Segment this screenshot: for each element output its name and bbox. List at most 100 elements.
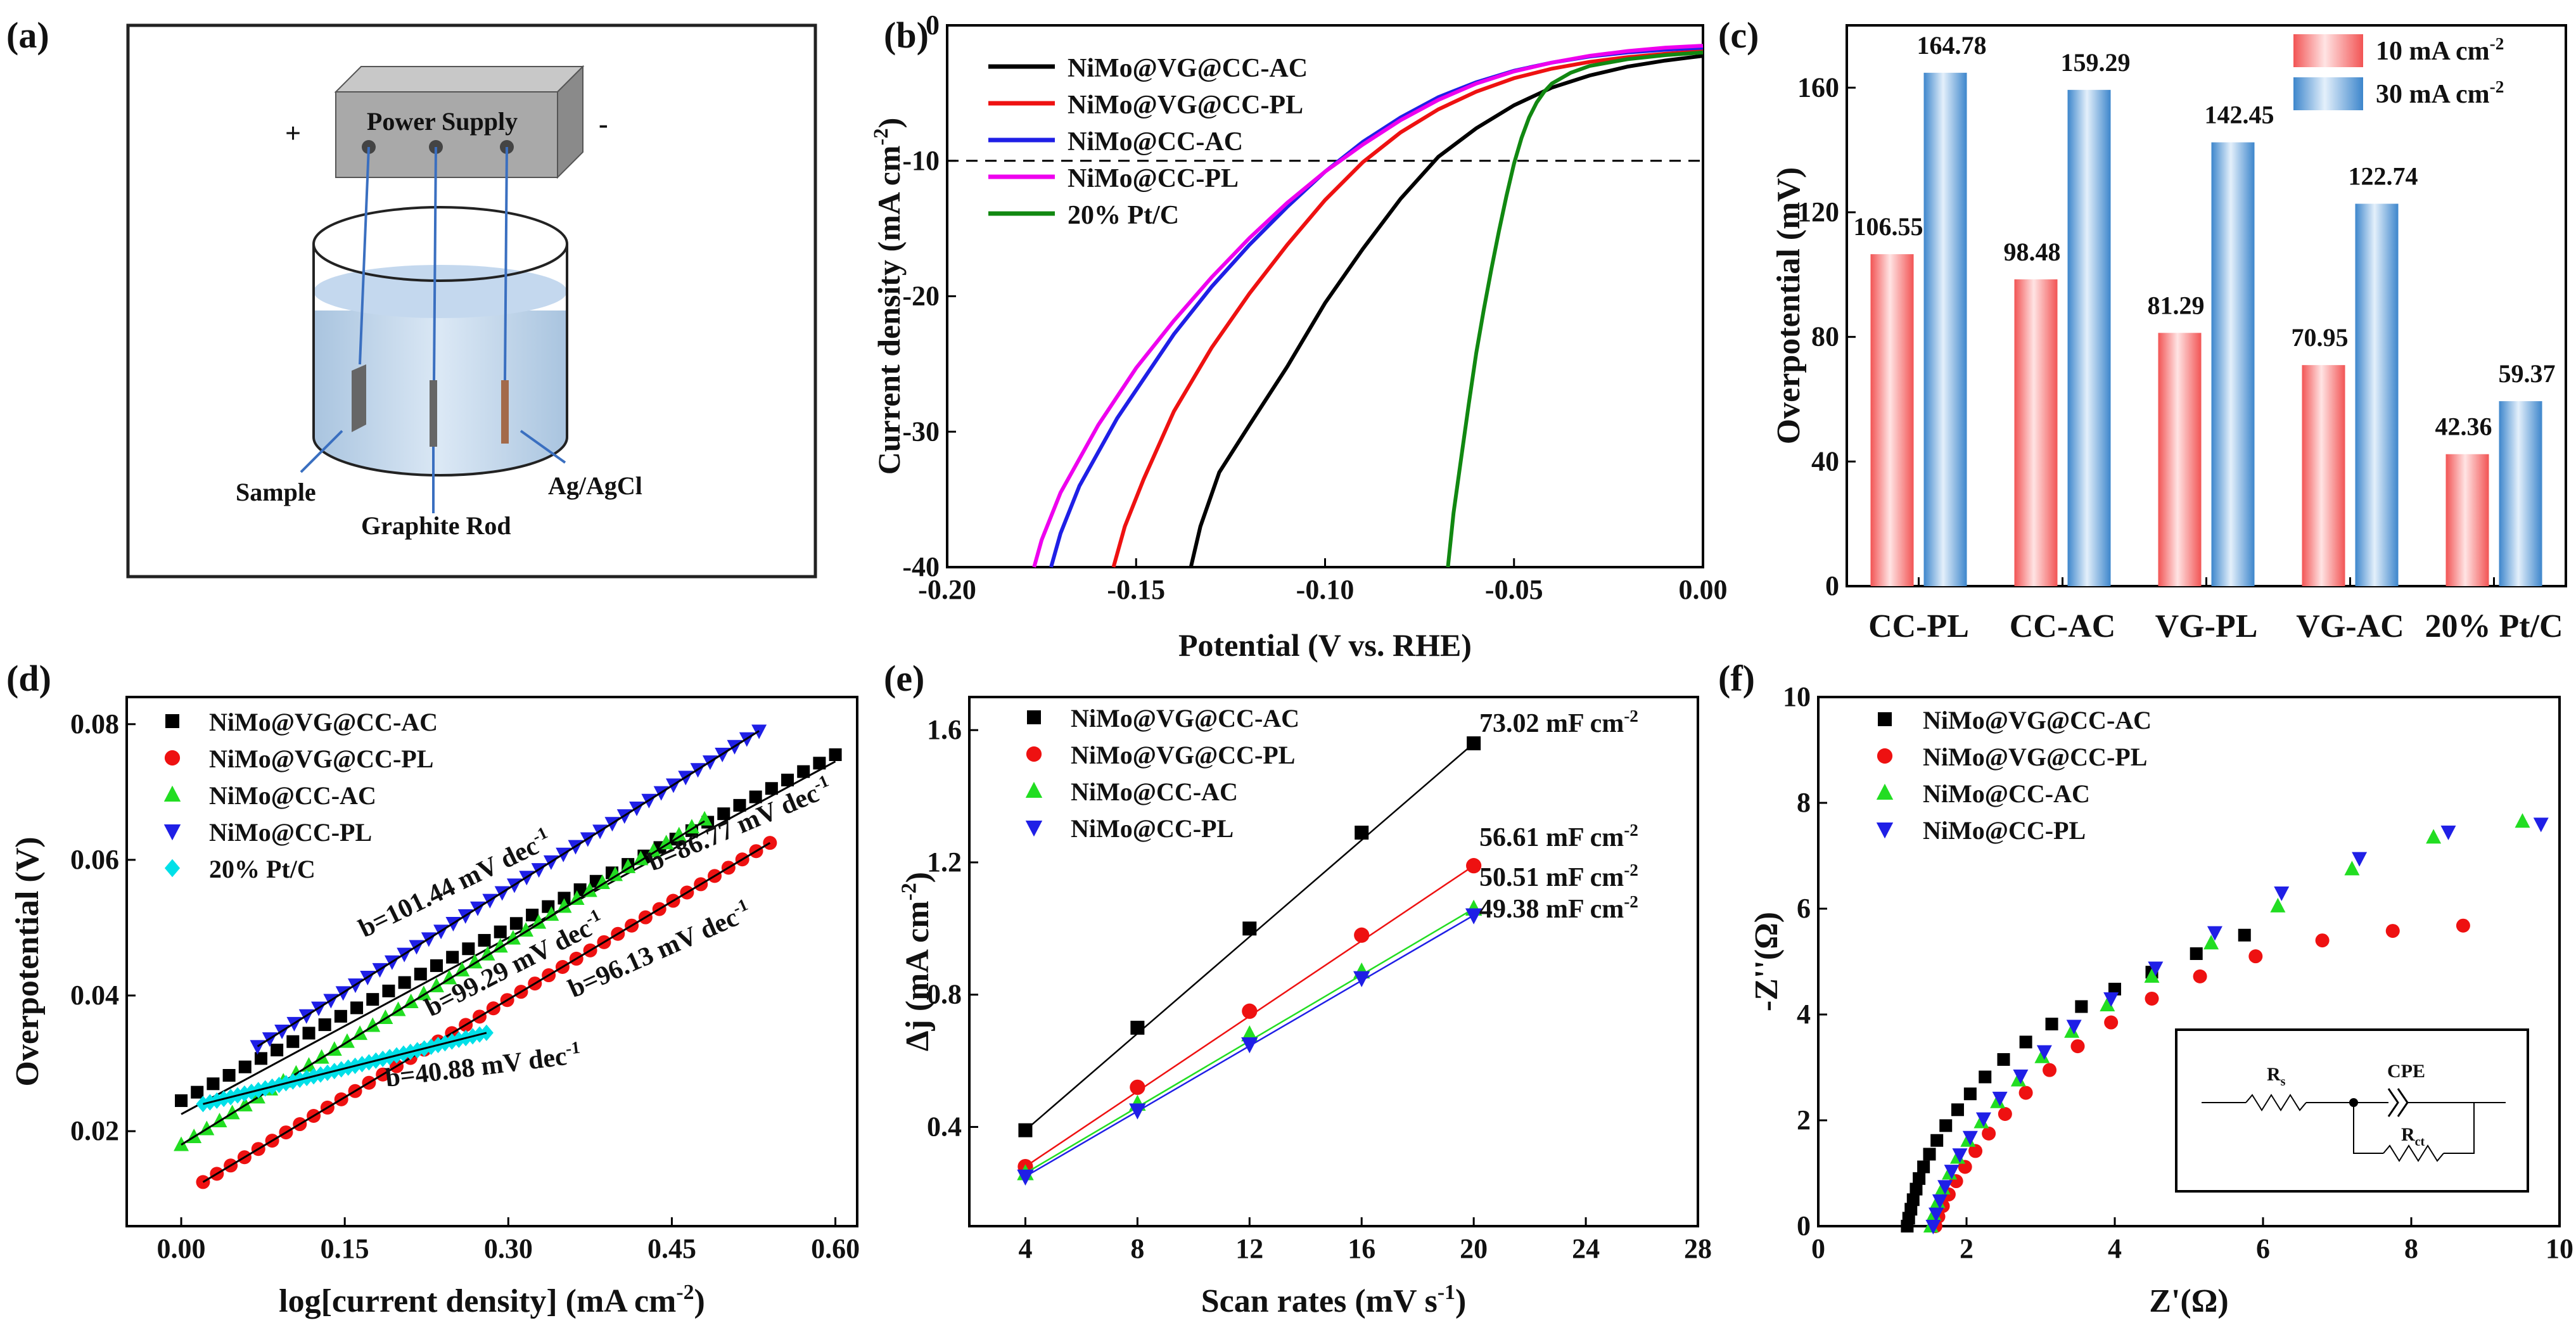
panel-d-data-point xyxy=(646,842,661,857)
panel-d-legend-marker xyxy=(164,859,181,878)
panel-c-bar-value-label: 122.74 xyxy=(2349,162,2418,191)
panel-c-bar-value-label: 164.78 xyxy=(1917,31,1987,60)
circuit-rct-resistor xyxy=(2383,1144,2444,1162)
panel-d-data-point xyxy=(430,959,443,972)
panel-c-category-label: VG-AC xyxy=(2296,608,2404,644)
panel-e-legend-marker xyxy=(1025,781,1043,798)
power-supply-box: Power Supply xyxy=(334,65,585,179)
panel-d-data-point xyxy=(697,810,713,826)
panel-f-axes-frame xyxy=(1817,696,2561,1227)
panel-b-x-tick-label: -0.20 xyxy=(918,574,976,605)
panel-f-data-point xyxy=(1963,1087,1977,1101)
panel-e-x-tick-label: 4 xyxy=(1018,1233,1032,1264)
circuit-wire xyxy=(2353,1103,2383,1154)
panel-d-fit-line xyxy=(257,730,760,1047)
panel-c-category-label: VG-PL xyxy=(2155,608,2258,644)
panel-d-data-point xyxy=(717,807,730,821)
panel-e-x-tick-label: 12 xyxy=(1235,1233,1263,1264)
panel-d-data-point xyxy=(271,1044,284,1057)
panel-f-data-point xyxy=(1998,1106,2012,1121)
panel-c-bar-value-label: 42.36 xyxy=(2435,413,2492,441)
panel-label-c: (c) xyxy=(1718,15,1759,56)
panel-d-x-tick-label: 0.15 xyxy=(321,1233,369,1264)
panel-f-y-tick-label: 0 xyxy=(1797,1210,1811,1241)
panel-c-bar-value-label: 159.29 xyxy=(2061,48,2131,77)
panel-f-data-point xyxy=(2270,897,2286,912)
circuit-inset-frame xyxy=(2175,1028,2529,1193)
panel-f-data-point xyxy=(2145,991,2159,1006)
panel-f-data-point xyxy=(1910,1182,1923,1196)
panel-d-data-point xyxy=(671,826,687,842)
panel-f-data-point xyxy=(2103,992,2119,1007)
panel-d-data-point xyxy=(175,1094,188,1107)
panel-e-legend-label: NiMo@CC-PL xyxy=(1071,814,1234,843)
panel-d-y-tick-label: 0.06 xyxy=(70,844,119,875)
panel-f-data-point xyxy=(1923,1148,1936,1161)
panel-d-x-tick-label: 0.45 xyxy=(647,1233,696,1264)
circuit-rct-label: Rct xyxy=(2401,1124,2425,1149)
panel-e-legend-label: NiMo@VG@CC-PL xyxy=(1071,741,1295,769)
panel-c-y-tick-label: 0 xyxy=(1825,570,1839,601)
panel-d-data-point xyxy=(582,882,597,897)
panel-b-axes-frame xyxy=(946,24,1704,568)
panel-d-data-point xyxy=(254,1052,267,1065)
panel-c-bar xyxy=(1923,72,1967,586)
panel-f-data-point xyxy=(2075,1000,2088,1013)
panel-f-legend-label: NiMo@VG@CC-PL xyxy=(1923,743,2147,771)
panel-e-y-tick-label: 0.4 xyxy=(927,1111,962,1142)
panel-f-data-point xyxy=(1937,1180,1953,1195)
panel-e-data-point xyxy=(1467,736,1481,751)
panel-e-capacitance-annotation: 50.51 mF cm-2 xyxy=(1479,861,1638,892)
panel-e-legend-label: NiMo@CC-AC xyxy=(1071,778,1238,806)
panel-d-legend-label: NiMo@CC-PL xyxy=(209,818,372,847)
panel-e-data-point xyxy=(1465,908,1482,925)
panel-b-series-line xyxy=(1049,46,1704,568)
panel-f-legend-marker xyxy=(1878,712,1892,726)
panel-e-capacitance-annotation: 73.02 mF cm-2 xyxy=(1479,707,1638,738)
panel-f-data-point xyxy=(2426,829,2442,844)
panel-d-fit-line xyxy=(203,1032,487,1105)
panel-f-data-point xyxy=(2070,1039,2085,1054)
panel-f-data-point xyxy=(2036,1045,2052,1060)
panel-f-data-point xyxy=(2064,1023,2080,1038)
panel-f-y-tick-label: 10 xyxy=(1783,681,1811,712)
panel-d-data-point xyxy=(334,1009,347,1023)
panel-e-data-point xyxy=(1018,1123,1033,1137)
panel-f-x-tick-label: 10 xyxy=(2546,1233,2573,1264)
panel-c-category-label: CC-PL xyxy=(1868,608,1969,644)
panel-d-data-point xyxy=(207,1077,220,1091)
panel-e-y-tick-label: 1.6 xyxy=(927,714,962,745)
panel-d-data-point xyxy=(526,909,539,922)
panel-f-data-point xyxy=(2207,926,2222,941)
electrolytic-cell xyxy=(312,206,568,477)
reference-electrode xyxy=(501,380,509,444)
panel-e-data-point xyxy=(1355,825,1369,840)
panel-d-data-point xyxy=(813,757,826,770)
panel-c-bar xyxy=(2211,142,2255,586)
panel-f-data-point xyxy=(2274,886,2290,901)
panel-e-x-tick-label: 28 xyxy=(1684,1233,1712,1264)
panel-d-data-point xyxy=(556,898,572,913)
panel-d-data-point xyxy=(558,892,571,905)
circuit-cpe-element xyxy=(2387,1088,2399,1117)
panel-f-data-point xyxy=(2440,825,2456,840)
panel-a-schematic: (a) Power Supply + - xyxy=(6,15,817,579)
panel-f-data-point xyxy=(2066,1020,2082,1035)
panel-d-data-point xyxy=(478,933,491,947)
panel-d-fit-line xyxy=(202,842,771,1183)
panel-d-legend-marker xyxy=(165,714,179,728)
panel-d-x-axis-label: log[current density] (mA cm-2) xyxy=(279,1281,705,1319)
panel-e-x-tick-label: 16 xyxy=(1348,1233,1375,1264)
panel-b-legend-label: NiMo@CC-PL xyxy=(1068,164,1239,193)
panel-f-data-point xyxy=(2043,1063,2057,1077)
panel-d-data-point xyxy=(318,1018,331,1032)
panel-f-data-point xyxy=(2108,982,2121,995)
panel-label-e: (e) xyxy=(884,658,924,699)
panel-f-data-point xyxy=(1904,1203,1918,1216)
panel-d-tafel-chart: (d) 0.00 0.15 0.30 0.45 0.60 0.02 0.04 0.06 0.08 b… xyxy=(6,658,860,1319)
panel-e-y-tick-label: 0.8 xyxy=(927,979,962,1010)
panel-f-data-point xyxy=(2190,947,2203,960)
panel-d-data-point xyxy=(414,968,427,981)
panel-d-data-point xyxy=(509,917,523,930)
panel-f-x-axis-label: Z'(Ω) xyxy=(2149,1283,2228,1319)
